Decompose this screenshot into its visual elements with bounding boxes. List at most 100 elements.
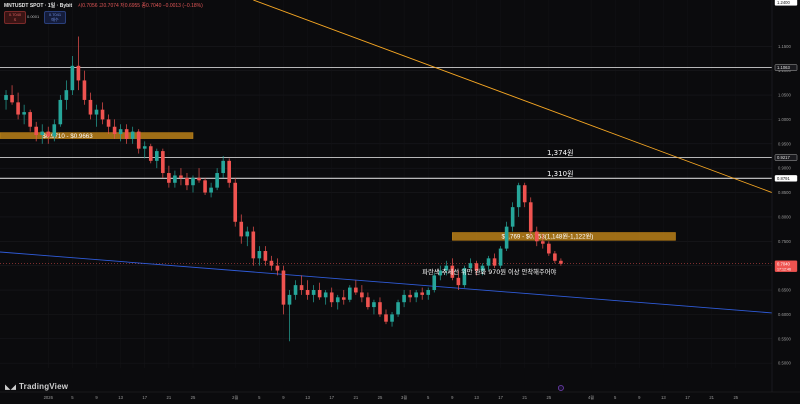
candle-body[interactable] <box>263 251 268 261</box>
candle-body[interactable] <box>305 290 310 295</box>
candle-body[interactable] <box>323 292 328 298</box>
candle-body[interactable] <box>341 297 346 300</box>
candle-body[interactable] <box>40 131 45 136</box>
candle-body[interactable] <box>396 302 400 315</box>
candle-body[interactable] <box>384 314 388 322</box>
candle-body[interactable] <box>492 258 497 266</box>
y-axis[interactable]: 1.15001.10001.05001.00000.95000.90000.85… <box>771 0 798 392</box>
candle-body[interactable] <box>275 265 280 271</box>
price-tag[interactable] <box>774 0 798 6</box>
candle-body[interactable] <box>390 314 394 322</box>
candle-body[interactable] <box>317 290 322 298</box>
candle-body[interactable] <box>299 285 304 291</box>
candle-body[interactable] <box>402 294 406 303</box>
candle-body[interactable] <box>438 270 443 276</box>
candle-body[interactable] <box>522 185 527 203</box>
candle-body[interactable] <box>426 290 431 295</box>
candle-body[interactable] <box>70 65 75 91</box>
candle-body[interactable] <box>16 102 20 115</box>
candle-body[interactable] <box>516 185 521 208</box>
candle-body[interactable] <box>209 187 213 193</box>
candle-body[interactable] <box>52 124 57 137</box>
candle-body[interactable] <box>155 151 159 161</box>
price-zone[interactable] <box>452 232 676 241</box>
candle-body[interactable] <box>281 270 286 305</box>
symbol-title[interactable]: MNTUSDT SPOT · 1일 · Bybit <box>4 3 73 9</box>
candle-body[interactable] <box>64 90 69 100</box>
candle-body[interactable] <box>10 95 14 103</box>
candle-body[interactable] <box>269 260 274 266</box>
candle-body[interactable] <box>468 263 473 269</box>
candle-body[interactable] <box>124 129 129 139</box>
candle-body[interactable] <box>142 146 147 149</box>
candle-body[interactable] <box>486 258 491 266</box>
event-marker-icon[interactable] <box>558 385 564 391</box>
x-axis[interactable]: 2026 5 9 13 17 21 25 2월 5 9 13 17 21 25 3월 5 9 13 17 21 25 4월… <box>0 385 800 401</box>
candle-body[interactable] <box>528 202 533 232</box>
candle-body[interactable] <box>360 292 364 298</box>
candle-body[interactable] <box>28 112 32 127</box>
candle-body[interactable] <box>22 112 26 115</box>
candle-body[interactable] <box>504 226 509 249</box>
price-zone[interactable] <box>0 132 194 139</box>
resistance-trendline[interactable] <box>253 0 773 193</box>
candle-body[interactable] <box>329 292 334 303</box>
candle-body[interactable] <box>245 231 250 237</box>
price-tag[interactable] <box>774 154 798 161</box>
candle-body[interactable] <box>4 95 8 100</box>
candle-body[interactable] <box>203 180 207 193</box>
candle-body[interactable] <box>311 290 316 295</box>
candle-body[interactable] <box>287 294 292 305</box>
candle-body[interactable] <box>136 131 141 149</box>
candle-body[interactable] <box>547 243 551 254</box>
candle-body[interactable] <box>112 126 117 135</box>
sell-button[interactable]: 0.7040 S <box>4 11 26 24</box>
candle-body[interactable] <box>82 80 87 100</box>
candle-body[interactable] <box>378 302 382 315</box>
tradingview-watermark[interactable]: ◣◢ TradingView <box>5 382 68 391</box>
buy-button[interactable]: 0.7041 매수 <box>44 11 66 24</box>
candles[interactable] <box>4 36 563 342</box>
candle-body[interactable] <box>130 131 135 139</box>
candle-body[interactable] <box>233 182 238 222</box>
candle-body[interactable] <box>498 248 503 266</box>
price-tag[interactable] <box>774 64 798 71</box>
candle-body[interactable] <box>215 173 219 188</box>
candle-body[interactable] <box>348 287 352 300</box>
candle-body[interactable] <box>372 302 376 308</box>
candle-body[interactable] <box>191 177 195 186</box>
candle-body[interactable] <box>480 265 485 271</box>
candle-body[interactable] <box>34 126 38 136</box>
candle-body[interactable] <box>173 175 177 183</box>
candle-body[interactable] <box>257 251 262 259</box>
candle-body[interactable] <box>185 177 189 186</box>
candle-body[interactable] <box>293 285 298 295</box>
candle-body[interactable] <box>94 109 99 115</box>
candle-body[interactable] <box>456 277 461 286</box>
candle-body[interactable] <box>118 129 123 135</box>
candle-body[interactable] <box>161 151 165 174</box>
candle-body[interactable] <box>510 207 515 227</box>
candle-body[interactable] <box>414 292 418 298</box>
candle-body[interactable] <box>76 65 81 81</box>
candle-body[interactable] <box>462 268 467 286</box>
support-trendline[interactable] <box>0 251 773 314</box>
candle-body[interactable] <box>553 253 557 261</box>
candle-body[interactable] <box>179 175 183 178</box>
candle-body[interactable] <box>100 109 105 120</box>
candle-body[interactable] <box>541 241 545 244</box>
candle-body[interactable] <box>474 263 479 271</box>
candle-body[interactable] <box>251 231 256 259</box>
candle-body[interactable] <box>221 160 225 174</box>
price-tag[interactable] <box>774 175 798 182</box>
candle-body[interactable] <box>432 275 437 291</box>
candle-body[interactable] <box>239 221 244 237</box>
candle-body[interactable] <box>167 173 171 183</box>
candle-body[interactable] <box>420 292 424 295</box>
candle-body[interactable] <box>148 146 153 161</box>
candle-body[interactable] <box>227 160 231 183</box>
candle-body[interactable] <box>46 131 51 137</box>
candle-body[interactable] <box>534 231 539 242</box>
candle-body[interactable] <box>335 297 340 303</box>
